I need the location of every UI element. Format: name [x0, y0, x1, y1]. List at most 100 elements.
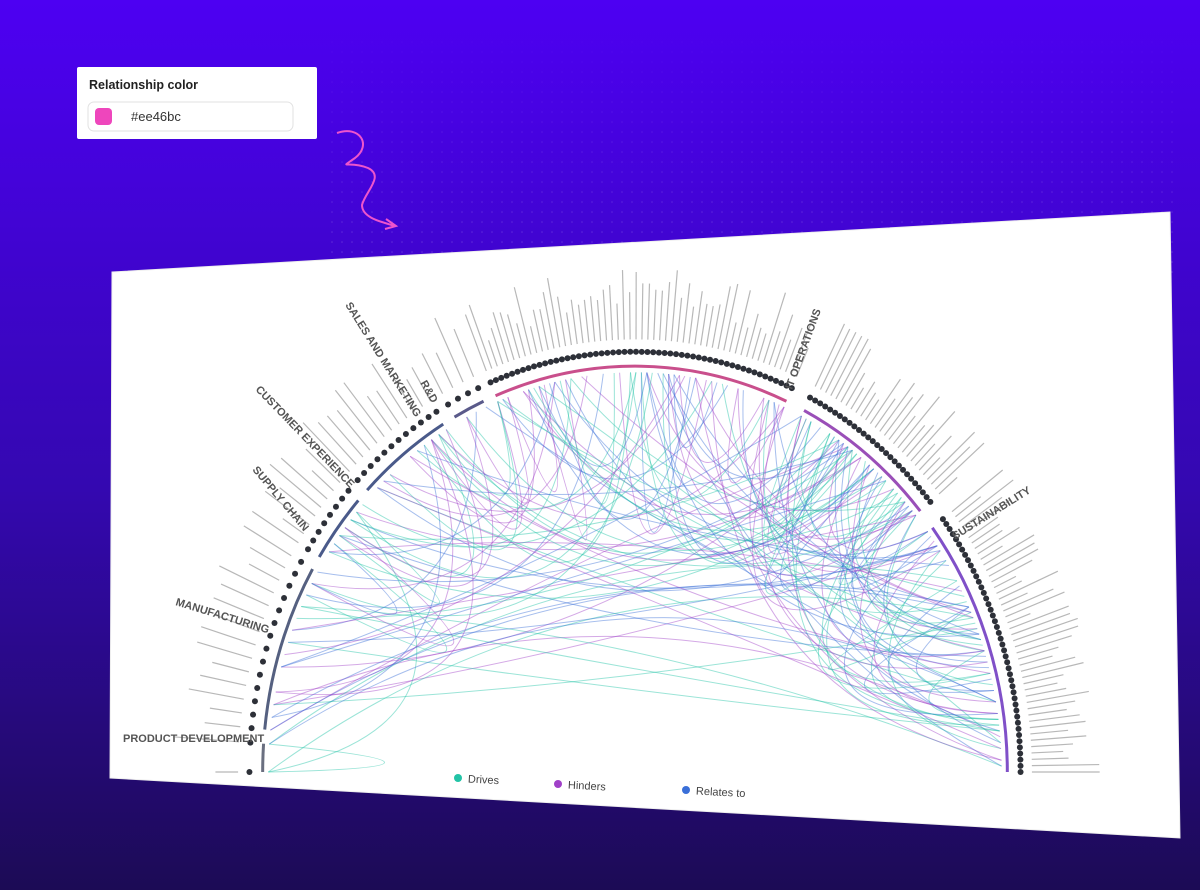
- color-value: #ee46bc: [131, 109, 181, 124]
- node: [927, 499, 933, 505]
- node: [667, 351, 673, 357]
- node: [1004, 659, 1010, 665]
- node: [498, 375, 504, 381]
- node: [822, 403, 828, 409]
- node: [1014, 714, 1020, 720]
- node: [684, 353, 690, 359]
- legend-dot: [682, 786, 690, 794]
- node: [1017, 744, 1023, 750]
- node: [433, 409, 439, 415]
- node: [403, 431, 409, 437]
- legend-dot: [454, 774, 462, 782]
- node: [773, 378, 779, 384]
- node: [622, 349, 628, 355]
- node: [713, 358, 719, 364]
- node: [388, 443, 394, 449]
- node: [465, 390, 471, 396]
- node: [633, 349, 639, 355]
- node: [912, 480, 918, 486]
- node: [690, 354, 696, 360]
- node: [305, 546, 311, 552]
- node: [971, 568, 977, 574]
- node: [257, 672, 263, 678]
- node: [746, 368, 752, 374]
- node: [381, 450, 387, 456]
- node: [610, 349, 616, 355]
- node: [908, 476, 914, 482]
- color-swatch[interactable]: [95, 108, 112, 125]
- node: [396, 437, 402, 443]
- node: [639, 349, 645, 355]
- node: [707, 357, 713, 363]
- node: [644, 349, 650, 355]
- node: [537, 362, 543, 368]
- node: [292, 571, 298, 577]
- node: [553, 358, 559, 364]
- node: [504, 373, 510, 379]
- node: [965, 557, 971, 563]
- group-label: PRODUCT DEVELOPMENT: [123, 733, 264, 745]
- node: [249, 725, 255, 731]
- legend-label: Hinders: [568, 780, 607, 794]
- node: [260, 659, 266, 665]
- node: [576, 353, 582, 359]
- node: [298, 559, 304, 565]
- node: [1017, 757, 1023, 763]
- node: [445, 401, 451, 407]
- node: [832, 410, 838, 416]
- node: [361, 470, 367, 476]
- node: [981, 590, 987, 596]
- node: [593, 351, 599, 357]
- node: [650, 349, 656, 355]
- color-input[interactable]: [88, 102, 293, 131]
- node: [286, 583, 292, 589]
- node: [488, 379, 494, 385]
- node: [751, 369, 757, 375]
- node: [973, 573, 979, 579]
- node: [410, 425, 416, 431]
- node: [679, 352, 685, 358]
- node: [281, 595, 287, 601]
- node: [515, 369, 521, 375]
- node: [976, 579, 982, 585]
- node: [842, 416, 848, 422]
- node: [673, 351, 679, 357]
- node: [559, 356, 565, 362]
- node: [1017, 751, 1023, 757]
- node: [1013, 708, 1019, 714]
- node: [252, 698, 258, 704]
- node: [994, 624, 1000, 630]
- node: [920, 489, 926, 495]
- node: [316, 529, 322, 535]
- node: [1016, 732, 1022, 738]
- color-panel: Relationship color #ee46bc: [77, 67, 317, 139]
- node: [1009, 683, 1015, 689]
- node: [718, 359, 724, 365]
- node: [548, 359, 554, 365]
- node: [656, 350, 662, 356]
- group-arc: [263, 744, 264, 772]
- node: [985, 601, 991, 607]
- node: [924, 494, 930, 500]
- node: [368, 463, 374, 469]
- node: [962, 552, 968, 558]
- node: [321, 520, 327, 526]
- node: [916, 485, 922, 491]
- node: [735, 364, 741, 370]
- node: [276, 607, 282, 613]
- node: [817, 400, 823, 406]
- node: [1018, 769, 1024, 775]
- node: [1012, 695, 1018, 701]
- node: [246, 769, 252, 775]
- node: [1013, 701, 1019, 707]
- node: [426, 414, 432, 420]
- node: [250, 712, 256, 718]
- node: [374, 456, 380, 462]
- node: [701, 356, 707, 362]
- node: [565, 355, 571, 361]
- node: [570, 354, 576, 360]
- node: [1006, 665, 1012, 671]
- node: [900, 467, 906, 473]
